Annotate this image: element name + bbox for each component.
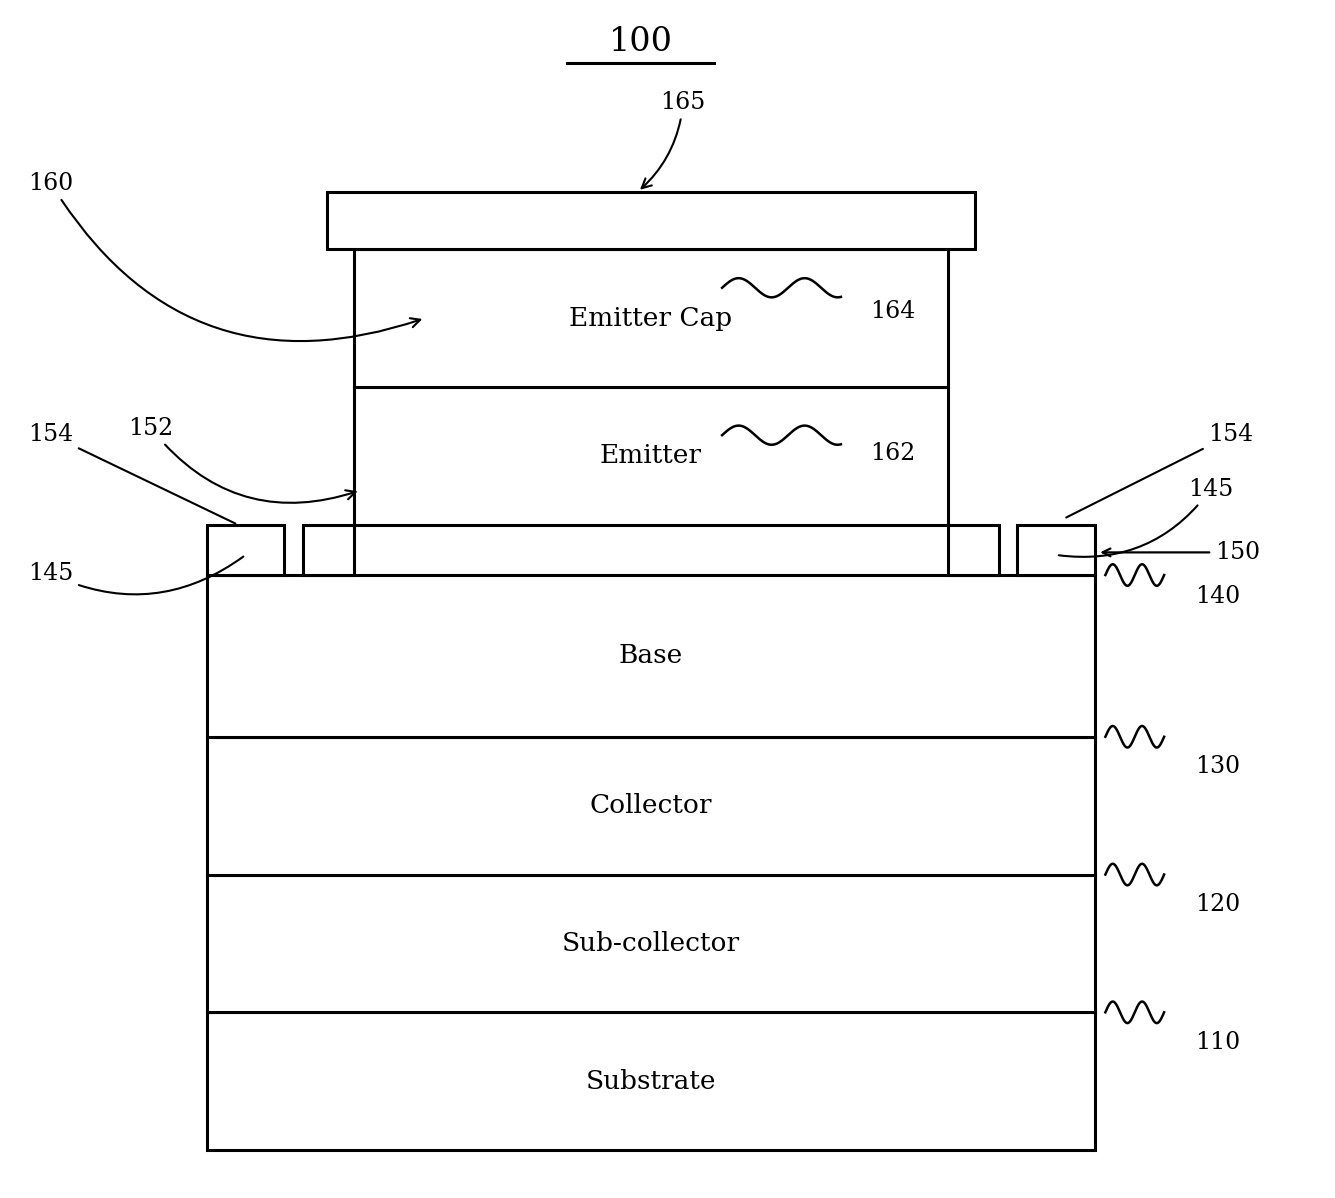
Text: 145: 145 [1059,478,1234,557]
Bar [354,387,948,525]
Bar [1017,525,1095,575]
Text: 164: 164 [870,300,916,322]
Bar [303,525,354,575]
Text: 100: 100 [609,26,673,58]
Text: 154: 154 [1067,423,1254,518]
Text: Substrate: Substrate [586,1069,716,1094]
Bar [207,525,284,575]
Text: 160: 160 [28,171,421,341]
Text: Emitter Cap: Emitter Cap [569,305,733,331]
Text: 162: 162 [870,442,916,465]
Bar [207,1012,1095,1150]
Text: 130: 130 [1195,755,1240,779]
Text: 154: 154 [28,423,235,524]
Text: Base: Base [618,643,684,668]
Bar [327,192,975,249]
Text: Collector: Collector [590,793,712,818]
Bar [207,737,1095,875]
Text: 120: 120 [1195,893,1240,916]
Text: 110: 110 [1195,1030,1240,1054]
Text: 150: 150 [1103,541,1260,564]
Text: 145: 145 [28,557,243,594]
Bar [207,875,1095,1012]
Text: Emitter: Emitter [599,443,702,468]
Text: Sub-collector: Sub-collector [562,931,740,956]
Bar [207,575,1095,737]
Bar [354,249,948,387]
Text: 152: 152 [128,417,355,503]
Bar [948,525,999,575]
Text: 140: 140 [1195,585,1240,609]
Text: 165: 165 [642,91,706,188]
